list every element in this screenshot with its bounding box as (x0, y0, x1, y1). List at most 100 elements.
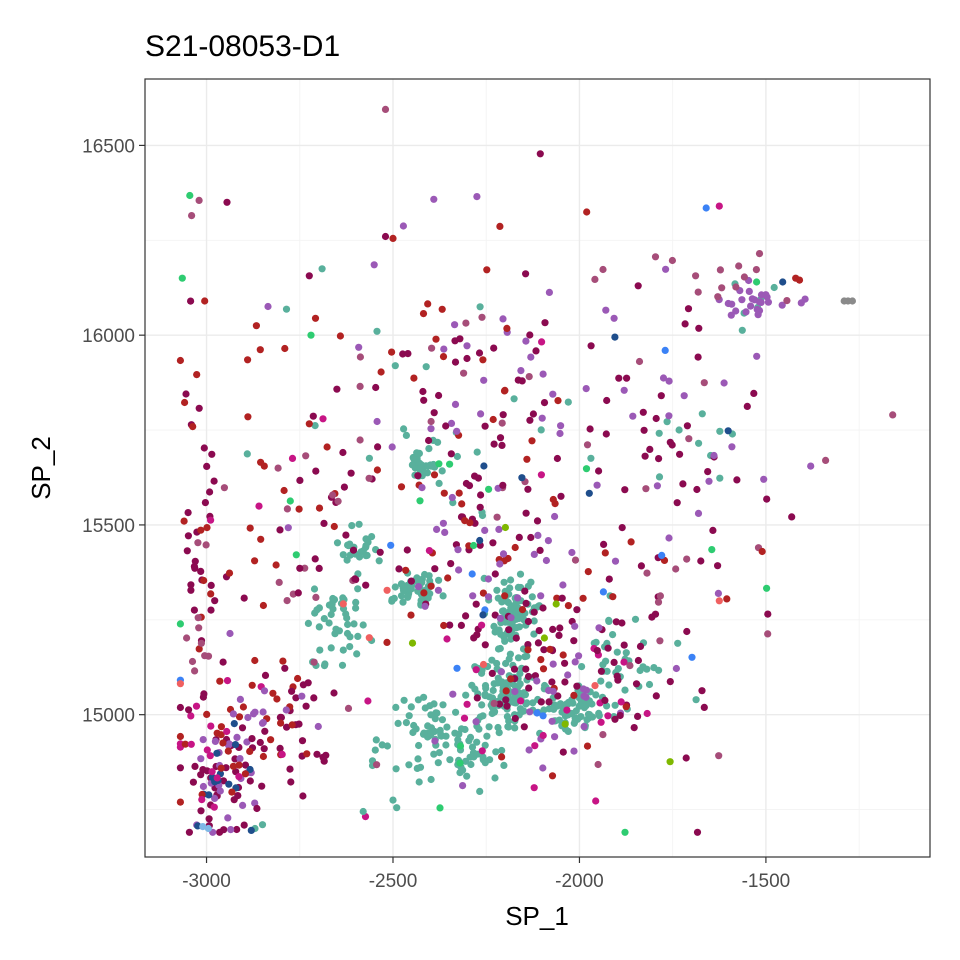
data-point (561, 678, 569, 686)
data-point (338, 661, 347, 669)
data-point (579, 594, 587, 602)
data-point (462, 612, 470, 620)
data-point (764, 630, 772, 638)
data-point (224, 747, 232, 755)
data-point (224, 814, 232, 822)
data-point (418, 484, 426, 492)
data-point (430, 750, 438, 758)
data-point (583, 441, 592, 449)
data-point (681, 320, 689, 328)
y-axis: 15000 15500 16000 16500 (82, 136, 145, 727)
data-point (470, 541, 478, 550)
data-point (216, 828, 224, 836)
data-point (595, 624, 603, 632)
data-point (490, 440, 498, 448)
data-point (540, 634, 549, 642)
data-point (404, 350, 412, 358)
data-point (489, 539, 497, 547)
data-point (223, 677, 232, 685)
data-point (427, 775, 435, 784)
data-point (219, 739, 227, 747)
data-point (210, 803, 218, 811)
data-point (188, 657, 197, 666)
data-point (516, 705, 525, 713)
data-point (345, 542, 353, 550)
data-point (295, 505, 303, 513)
data-point (472, 666, 480, 674)
data-point (251, 656, 259, 665)
data-point (199, 823, 207, 831)
data-point (479, 611, 487, 619)
data-point (219, 658, 227, 666)
data-point (653, 482, 662, 490)
data-point (561, 659, 569, 667)
data-point (694, 288, 702, 296)
data-point (640, 426, 648, 434)
data-point (656, 637, 664, 645)
data-point (460, 369, 468, 377)
data-point (219, 777, 228, 785)
y-tick-label: 16500 (82, 136, 135, 157)
data-point (414, 755, 422, 763)
data-point (391, 362, 399, 370)
data-point (205, 815, 213, 823)
data-point (511, 724, 519, 732)
data-point (545, 698, 553, 706)
data-point (520, 723, 528, 731)
data-point (714, 293, 722, 301)
data-point (399, 222, 407, 230)
data-point (181, 398, 189, 407)
data-point (276, 713, 284, 722)
data-point (292, 551, 300, 559)
data-point (462, 691, 470, 699)
data-point (484, 575, 492, 583)
data-point (478, 313, 486, 321)
data-point (189, 423, 197, 431)
data-point (376, 548, 384, 556)
data-point (646, 445, 654, 453)
data-point (315, 623, 323, 631)
data-point (657, 392, 665, 400)
data-point (207, 590, 215, 598)
data-point (213, 729, 221, 737)
data-point (522, 700, 530, 708)
data-point (351, 575, 359, 583)
data-point (241, 761, 250, 769)
data-point (530, 550, 538, 559)
data-point (568, 548, 576, 557)
data-point (339, 646, 347, 654)
data-point (176, 732, 184, 741)
data-point (571, 556, 580, 564)
data-point (531, 742, 539, 750)
data-point (267, 736, 275, 744)
data-point (190, 606, 198, 614)
data-point (597, 677, 605, 685)
data-point (507, 604, 515, 612)
data-point (735, 262, 743, 270)
data-point (762, 291, 770, 299)
data-point (356, 382, 364, 390)
x-tick-label: -3000 (182, 871, 231, 892)
data-point (783, 297, 791, 305)
data-point (559, 581, 567, 589)
data-point (615, 374, 623, 382)
data-point (258, 821, 267, 829)
data-point (288, 721, 296, 729)
data-point (225, 740, 233, 748)
data-point (511, 543, 519, 552)
data-point (618, 619, 626, 627)
data-point (763, 584, 771, 592)
data-point (443, 635, 451, 643)
data-point (518, 377, 526, 385)
data-point (499, 315, 507, 323)
data-point (694, 353, 702, 361)
data-point (738, 326, 746, 334)
data-point (658, 551, 666, 560)
data-point (510, 665, 519, 673)
data-point (320, 615, 328, 623)
data-point (195, 645, 203, 653)
data-point (545, 686, 553, 695)
data-point (368, 533, 376, 541)
data-point (417, 464, 425, 472)
data-point (583, 742, 592, 750)
